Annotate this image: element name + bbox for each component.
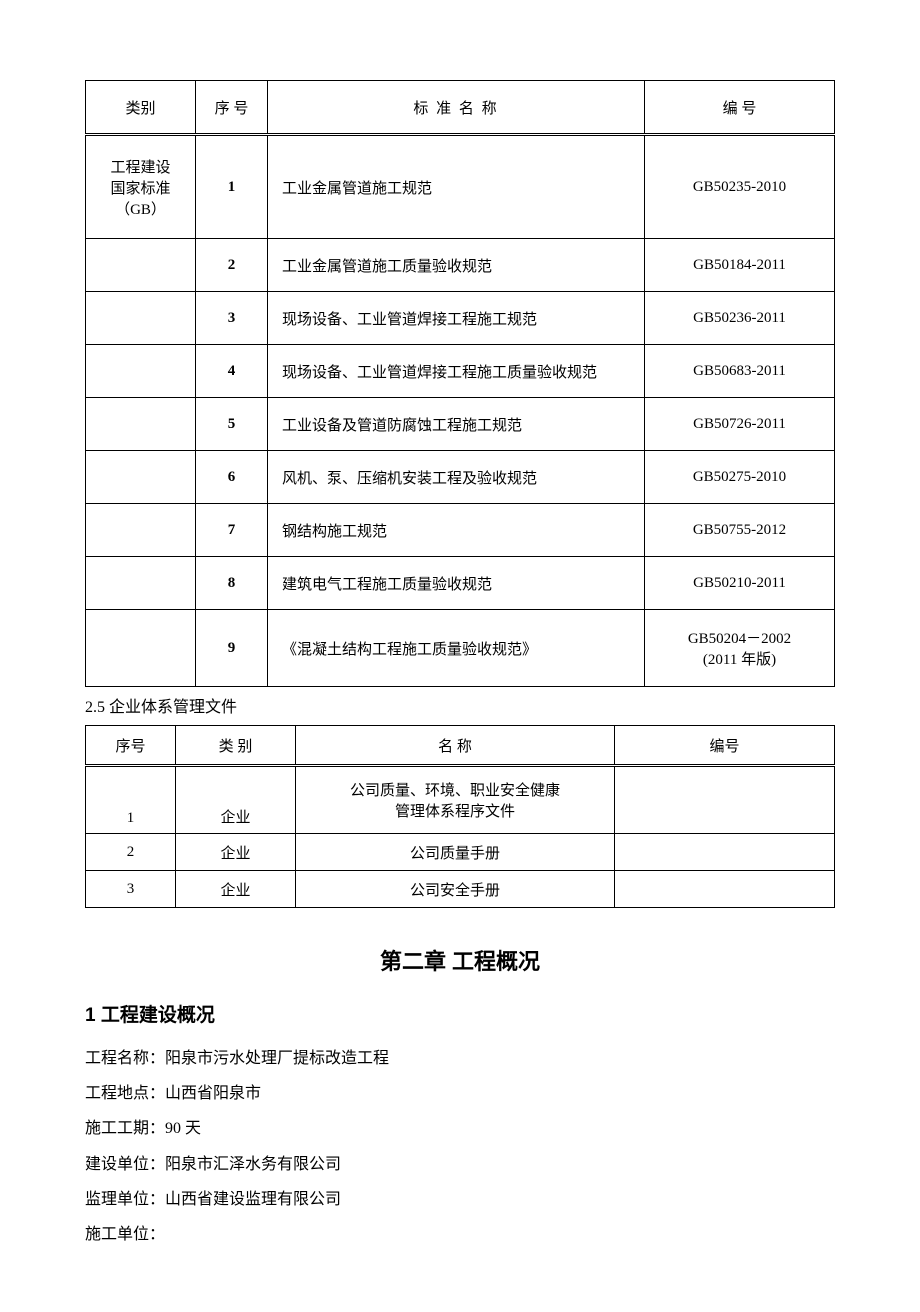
table-row: 5 工业设备及管道防腐蚀工程施工规范 GB50726-2011 [86, 398, 835, 451]
info-line-owner: 建设单位：阳泉市汇泽水务有限公司 [85, 1147, 835, 1182]
cell-empty [86, 451, 196, 504]
th-no: 序号 [86, 726, 176, 766]
cell-code: GB50726-2011 [645, 398, 835, 451]
cell-category: 工程建设 国家标准 （GB） [86, 135, 196, 239]
table-row: 3 企业 公司安全手册 [86, 871, 835, 908]
cell-code: GB50755-2012 [645, 504, 835, 557]
enterprise-docs-table: 序号 类 别 名 称 编号 1 企业 公司质量、环境、职业安全健康 管理体系程序… [85, 725, 835, 908]
cell-code: GB50235-2010 [645, 135, 835, 239]
table-header-row: 序号 类 别 名 称 编号 [86, 726, 835, 766]
cell-code: GB50204－2002 (2011 年版) [645, 610, 835, 687]
cell-name: 建筑电气工程施工质量验收规范 [268, 557, 645, 610]
section-caption-25: 2.5 企业体系管理文件 [85, 693, 835, 717]
table-row: 工程建设 国家标准 （GB） 1 工业金属管道施工规范 GB50235-2010 [86, 135, 835, 239]
cell-code [615, 766, 835, 834]
cell-name: 工业金属管道施工规范 [268, 135, 645, 239]
cell-name: 公司安全手册 [296, 871, 615, 908]
cell-code [615, 834, 835, 871]
cell-code: GB50275-2010 [645, 451, 835, 504]
table-row: 2 工业金属管道施工质量验收规范 GB50184-2011 [86, 239, 835, 292]
table-row: 9 《混凝土结构工程施工质量验收规范》 GB50204－2002 (2011 年… [86, 610, 835, 687]
cell-empty [86, 239, 196, 292]
section-heading: 1 工程建设概况 [85, 1000, 835, 1027]
table-row: 8 建筑电气工程施工质量验收规范 GB50210-2011 [86, 557, 835, 610]
cell-code: GB50184-2011 [645, 239, 835, 292]
cell-code: GB50236-2011 [645, 292, 835, 345]
cell-no: 3 [196, 292, 268, 345]
table-row: 3 现场设备、工业管道焊接工程施工规范 GB50236-2011 [86, 292, 835, 345]
table-row: 7 钢结构施工规范 GB50755-2012 [86, 504, 835, 557]
cell-empty [86, 345, 196, 398]
cell-name: 现场设备、工业管道焊接工程施工规范 [268, 292, 645, 345]
table-row: 1 企业 公司质量、环境、职业安全健康 管理体系程序文件 [86, 766, 835, 834]
cell-cat: 企业 [176, 766, 296, 834]
th-name: 名 称 [296, 726, 615, 766]
table-header-row: 类别 序 号 标 准 名 称 编 号 [86, 81, 835, 135]
chapter-title: 第二章 工程概况 [85, 944, 835, 976]
cell-no: 5 [196, 398, 268, 451]
info-line-duration: 施工工期：90 天 [85, 1111, 835, 1146]
cell-name: 工业金属管道施工质量验收规范 [268, 239, 645, 292]
cell-empty [86, 398, 196, 451]
info-line-project-location: 工程地点：山西省阳泉市 [85, 1076, 835, 1111]
info-line-contractor: 施工单位： [85, 1217, 835, 1252]
th-category: 类别 [86, 81, 196, 135]
cell-name: 现场设备、工业管道焊接工程施工质量验收规范 [268, 345, 645, 398]
cell-name: 公司质量手册 [296, 834, 615, 871]
cell-cat: 企业 [176, 871, 296, 908]
th-no: 序 号 [196, 81, 268, 135]
cell-empty [86, 504, 196, 557]
cell-empty [86, 557, 196, 610]
document-page: 类别 序 号 标 准 名 称 编 号 工程建设 国家标准 （GB） 1 工业金属… [0, 0, 920, 1312]
info-line-project-name: 工程名称：阳泉市污水处理厂提标改造工程 [85, 1041, 835, 1076]
table-row: 2 企业 公司质量手册 [86, 834, 835, 871]
cell-name: 风机、泵、压缩机安装工程及验收规范 [268, 451, 645, 504]
cell-name: 钢结构施工规范 [268, 504, 645, 557]
th-code: 编号 [615, 726, 835, 766]
table-row: 4 现场设备、工业管道焊接工程施工质量验收规范 GB50683-2011 [86, 345, 835, 398]
cell-empty [86, 610, 196, 687]
cell-code: GB50210-2011 [645, 557, 835, 610]
cell-cat: 企业 [176, 834, 296, 871]
cell-no: 7 [196, 504, 268, 557]
cell-no: 2 [86, 834, 176, 871]
cell-no: 3 [86, 871, 176, 908]
cell-no: 1 [86, 766, 176, 834]
cell-no: 6 [196, 451, 268, 504]
cell-name: 《混凝土结构工程施工质量验收规范》 [268, 610, 645, 687]
th-code: 编 号 [645, 81, 835, 135]
cell-no: 2 [196, 239, 268, 292]
th-name: 标 准 名 称 [268, 81, 645, 135]
cell-name: 公司质量、环境、职业安全健康 管理体系程序文件 [296, 766, 615, 834]
cell-empty [86, 292, 196, 345]
cell-no: 8 [196, 557, 268, 610]
standards-table: 类别 序 号 标 准 名 称 编 号 工程建设 国家标准 （GB） 1 工业金属… [85, 80, 835, 687]
cell-code: GB50683-2011 [645, 345, 835, 398]
cell-name: 工业设备及管道防腐蚀工程施工规范 [268, 398, 645, 451]
info-line-supervisor: 监理单位：山西省建设监理有限公司 [85, 1182, 835, 1217]
cell-code [615, 871, 835, 908]
cell-no: 1 [196, 135, 268, 239]
table-row: 6 风机、泵、压缩机安装工程及验收规范 GB50275-2010 [86, 451, 835, 504]
th-cat: 类 别 [176, 726, 296, 766]
cell-no: 9 [196, 610, 268, 687]
cell-no: 4 [196, 345, 268, 398]
